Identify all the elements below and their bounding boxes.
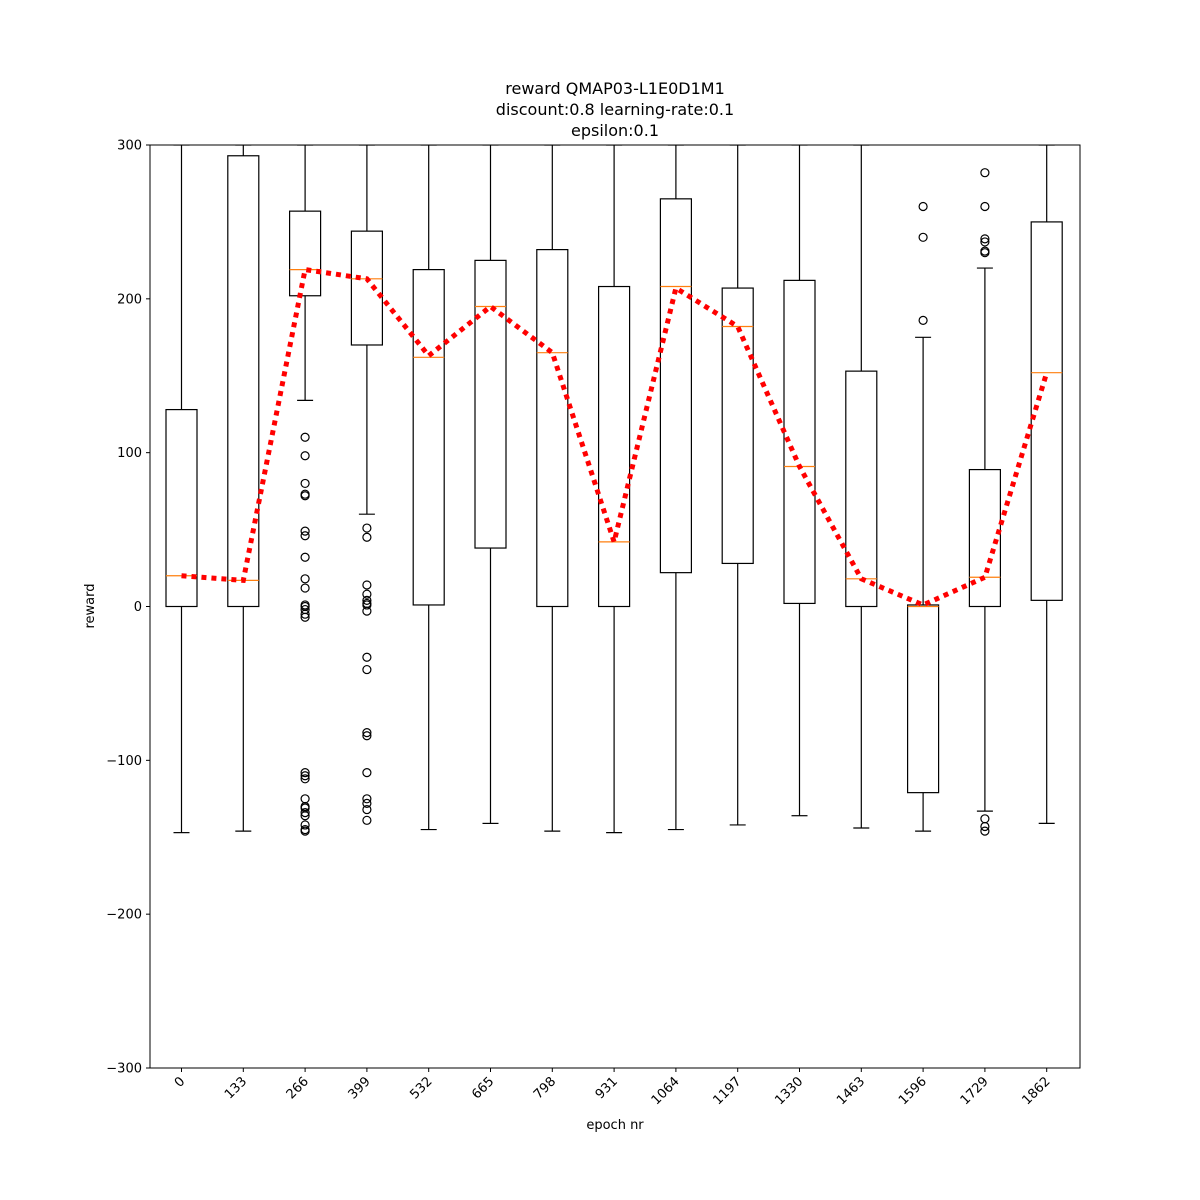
box-1330 [783,279,816,605]
chart-title-line-1: reward QMAP03-L1E0D1M1 [505,79,725,98]
box-1064 [659,198,693,574]
box-266 [289,210,322,297]
outlier-1729-7 [980,821,990,832]
outlier-266-17 [300,774,310,784]
outlier-399-0 [362,523,372,533]
outlier-266-0 [300,432,310,442]
outlier-399-1 [362,532,372,542]
outlier-399-14 [362,798,372,809]
outlier-1596-1 [918,232,928,242]
box-1729 [968,468,1002,608]
y-tick-label-300: 300 [117,139,142,154]
outlier-399-15 [362,804,372,815]
chart-title: reward QMAP03-L1E0D1M1 discount:0.8 lear… [496,79,734,140]
outlier-1596-0 [918,201,928,212]
outlier-399-13 [362,794,372,804]
y-tick-label--200: −200 [106,908,142,923]
outlier-1729-3 [980,237,990,247]
outlier-399-11 [362,731,372,741]
outlier-399-3 [362,589,372,599]
outlier-266-14 [300,612,310,622]
box-1463 [845,370,878,608]
y-tick-label--300: −300 [106,1062,142,1077]
y-tick-label-100: 100 [117,446,142,461]
outlier-1729-5 [980,248,990,258]
outlier-266-7 [300,552,310,562]
outlier-266-16 [300,771,310,781]
outlier-266-4 [300,491,310,501]
outlier-399-4 [362,595,372,605]
y-axis-label: reward [83,583,98,628]
outlier-399-9 [362,664,372,675]
chart-title-line-2: discount:0.8 learning-rate:0.1 [496,100,734,119]
outlier-399-10 [362,728,372,738]
chart-title-line-3: epsilon:0.1 [571,121,659,140]
x-axis-label: epoch nr [586,1118,644,1133]
box-0 [165,408,198,608]
box-1596 [906,604,940,794]
outlier-399-6 [362,600,372,610]
box-1197 [721,287,754,565]
outlier-266-1 [300,451,310,461]
outlier-266-9 [300,583,310,593]
box-133 [227,155,260,608]
box-399 [350,230,383,346]
plot-data [165,145,1063,836]
outlier-399-2 [362,580,372,590]
outlier-266-5 [300,526,310,536]
y-tick-label-200: 200 [117,292,142,307]
outlier-1729-2 [980,234,990,244]
outlier-266-25 [300,826,310,836]
outlier-1729-8 [980,826,990,836]
box-931 [597,285,631,608]
outlier-266-23 [300,820,310,830]
outlier-399-7 [362,606,372,616]
outlier-1729-0 [980,168,990,178]
outlier-266-8 [300,574,310,584]
outlier-266-21 [300,808,310,818]
outlier-399-12 [362,768,372,778]
box-1862 [1030,221,1063,601]
box-798 [536,249,569,608]
outlier-1596-2 [918,315,928,325]
outlier-399-8 [362,652,372,662]
outlier-1729-1 [980,201,990,212]
y-tick-label-0: 0 [134,600,142,615]
box-665 [474,259,507,549]
outlier-399-16 [362,815,372,825]
outlier-266-6 [300,531,310,541]
outlier-266-15 [300,768,310,778]
outlier-266-22 [300,811,310,821]
box-532 [412,269,445,606]
y-tick-label--100: −100 [106,754,142,769]
outlier-266-13 [300,609,310,619]
outlier-266-2 [300,478,310,489]
